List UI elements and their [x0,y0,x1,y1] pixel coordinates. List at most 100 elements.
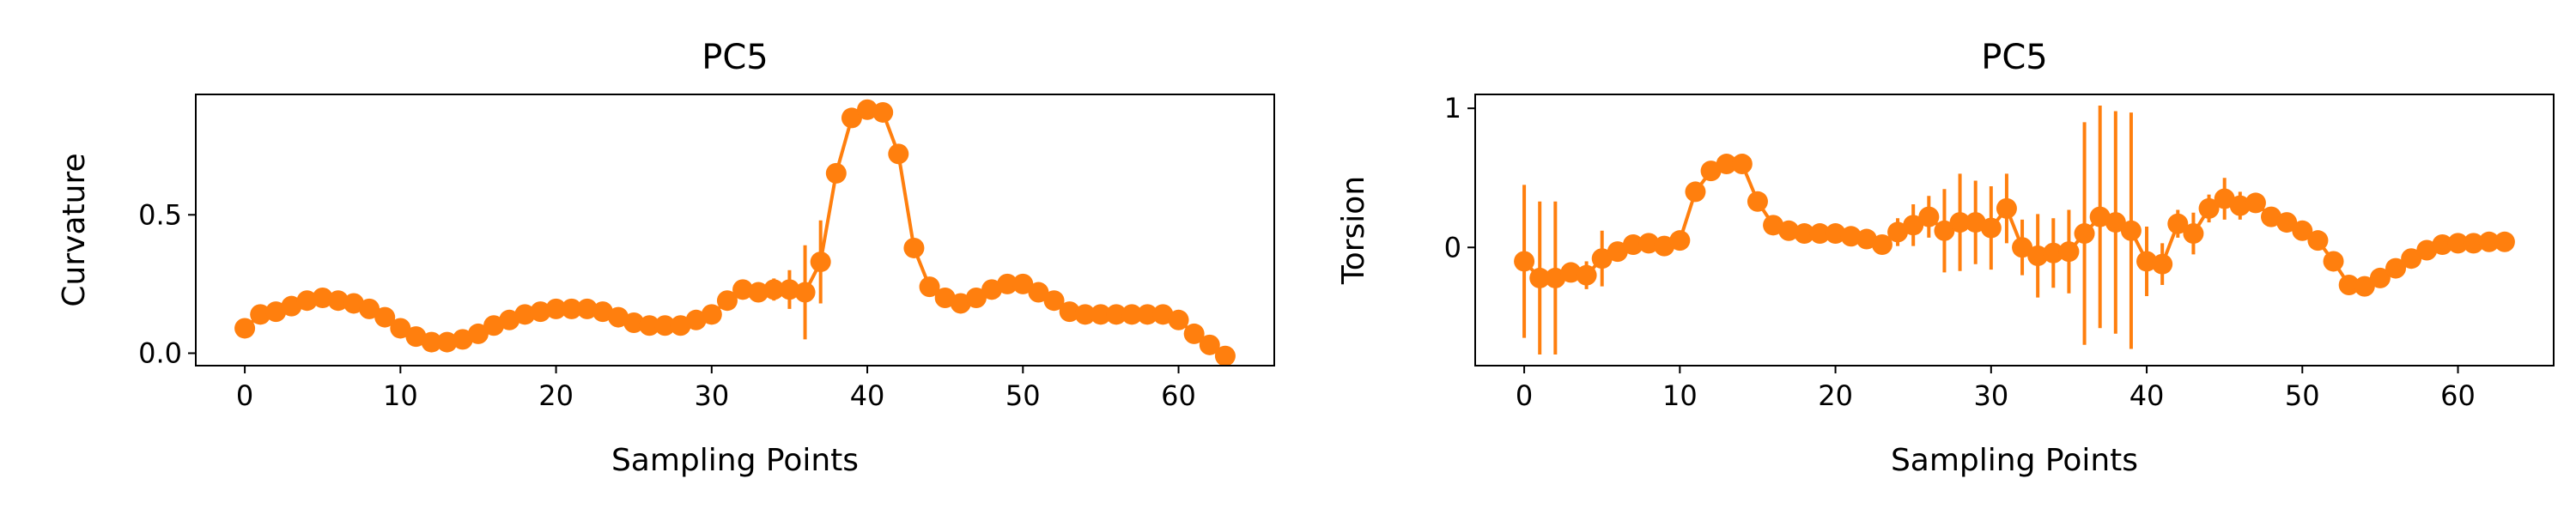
curvature-x-tick-label: 20 [538,379,574,412]
curvature-data-point [1199,334,1220,355]
torsion-data-point [1918,206,1940,227]
torsion-data-point [1934,220,1955,241]
curvature-data-point [748,282,769,303]
torsion-data-point [1669,230,1691,251]
torsion-data-point [2198,197,2220,219]
curvature-data-point [374,306,396,328]
curvature-data-point [794,282,816,303]
torsion-data-point [1731,154,1753,175]
curvature-data-point [608,306,629,328]
curvature-data-point [467,323,489,344]
torsion-x-tick-label: 10 [1662,379,1698,412]
torsion-data-point [1545,267,1566,288]
curvature-data-point [1043,290,1065,312]
curvature-data-point [514,304,536,325]
torsion-data-point [1591,248,1613,270]
torsion-data-point [2027,245,2049,266]
torsion-chart-title: PC5 [1981,38,2048,77]
curvature-data-point [545,298,567,319]
curvature-data-point [421,331,442,353]
curvature-data-point [1074,304,1096,325]
torsion-data-point [2261,206,2282,227]
torsion-x-tick-label: 40 [2129,379,2165,412]
curvature-data-point [1012,273,1034,294]
curvature-data-point [592,301,613,323]
torsion-data-point [2152,253,2173,275]
curvature-data-point [452,329,473,350]
torsion-data-point [2338,275,2360,296]
curvature-plot-marks [234,99,1236,367]
curvature-data-point [530,301,551,323]
torsion-data-point [2401,248,2422,270]
curvature-data-point [499,309,520,330]
torsion-data-point [2167,213,2189,234]
torsion-data-point [2292,220,2313,241]
curvature-data-point [716,290,738,312]
curvature-x-ticks: 0 10 20 30 40 50 60 [236,366,1196,412]
torsion-data-point [1825,223,1846,245]
torsion-data-point [2369,267,2391,288]
torsion-x-tick-label: 50 [2285,379,2320,412]
curvature-x-tick-label: 10 [383,379,418,412]
torsion-data-point [1700,161,1722,182]
curvature-data-point [1121,304,1143,325]
curvature-data-point [436,331,458,353]
torsion-data-point [2478,231,2500,252]
curvature-data-point [281,295,302,317]
torsion-data-point [2463,233,2484,254]
torsion-data-point [1794,223,1815,245]
torsion-x-tick-label: 30 [1973,379,2008,412]
torsion-x-tick-label: 60 [2440,379,2476,412]
curvature-x-tick-label: 50 [1005,379,1041,412]
curvature-data-point [483,315,505,336]
curvature-data-point [343,293,364,314]
torsion-y-tick-label: 0 [1444,231,1461,264]
curvature-data-point [872,101,894,123]
torsion-data-point [2432,234,2453,256]
curvature-data-point [639,315,660,336]
curvature-data-point [359,298,380,319]
torsion-data-point [2323,251,2344,272]
torsion-x-tick-label: 0 [1516,379,1533,412]
torsion-data-point [1638,233,1660,254]
torsion-y-ticks: 01 [1444,92,1475,264]
curvature-data-point [825,162,847,184]
curvature-data-point [1106,304,1127,325]
curvature-data-point [250,304,271,325]
curvature-data-point [312,288,333,308]
curvature-data-point [732,279,754,300]
curvature-data-point [903,237,925,258]
curvature-y-ticks: 0.0 0.5 [138,198,196,369]
torsion-x-tick-label: 20 [1818,379,1853,412]
curvature-data-point [981,279,1003,300]
torsion-plot-marks [1514,105,2515,355]
torsion-data-point [1747,191,1768,212]
torsion-data-point [2447,233,2469,254]
torsion-data-point [1903,215,1924,236]
torsion-data-point [1980,217,2002,239]
curvature-data-point [1137,304,1158,325]
torsion-plot-frame [1474,94,2555,367]
torsion-x-ticks: 0 10 20 30 40 50 60 [1516,366,2476,412]
curvature-data-point [965,288,987,308]
curvature-data-point [1059,301,1080,323]
torsion-data-point [1716,154,1737,175]
torsion-series-line [1522,162,2505,288]
curvature-data-point [701,304,722,325]
torsion-data-point [1529,267,1551,288]
curvature-data-point [919,276,940,298]
curvature-data-point [763,279,785,300]
torsion-data-point [1871,234,1893,256]
curvature-data-point [810,251,831,273]
torsion-data-point [1576,264,1597,286]
torsion-data-point [2074,223,2095,245]
torsion-data-point [2354,276,2375,297]
torsion-data-point [2214,188,2235,209]
curvature-data-point [1168,309,1189,330]
torsion-data-point [1607,241,1628,263]
curvature-data-point [654,315,676,336]
curvature-y-tick-label: 0.0 [138,336,182,369]
curvature-data-point [950,293,971,314]
torsion-data-point [2058,241,2080,263]
